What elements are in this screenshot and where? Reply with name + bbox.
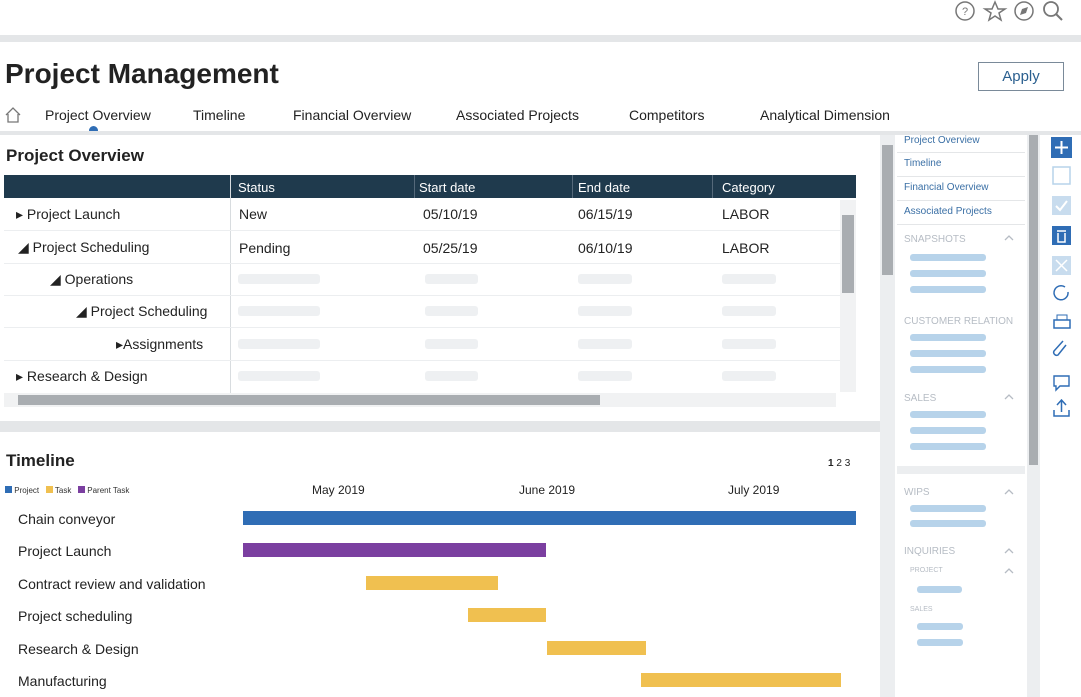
side-section[interactable]: INQUIRIES — [904, 546, 956, 557]
page-title: Project Management — [5, 58, 279, 89]
row-name: Project Scheduling — [90, 303, 208, 319]
tree-row[interactable]: ◢ Operations — [50, 271, 134, 287]
task-name: Contract review and validation — [18, 576, 206, 592]
separator — [0, 131, 1081, 135]
side-link[interactable]: Associated Projects — [904, 206, 992, 217]
legend-label: Parent Task — [87, 486, 130, 495]
row-name: Project Scheduling — [32, 239, 150, 255]
side-subsection[interactable]: SALES — [910, 606, 933, 613]
side-scrollbar[interactable] — [1027, 135, 1040, 697]
cell: 05/25/19 — [423, 240, 478, 256]
cell: 06/15/19 — [578, 206, 633, 222]
cell: New — [239, 206, 268, 222]
column-header: End date — [578, 180, 631, 195]
tree-row[interactable]: ▸ Research & Design — [16, 368, 148, 384]
section-title: Project Overview — [6, 146, 144, 165]
section-title: Timeline — [6, 451, 75, 470]
side-section[interactable]: WIPS — [904, 487, 930, 498]
toolbar[interactable] — [1050, 136, 1076, 426]
gantt-bar[interactable] — [547, 641, 646, 655]
tab[interactable]: Financial Overview — [293, 107, 412, 123]
pagination[interactable]: 1 2 3 — [828, 458, 850, 469]
svg-text:?: ? — [962, 6, 968, 18]
tab[interactable]: Timeline — [193, 107, 246, 123]
month-label: May 2019 — [312, 483, 365, 497]
cell: LABOR — [722, 206, 770, 222]
tab[interactable]: Associated Projects — [456, 107, 579, 123]
v-scrollbar[interactable] — [840, 200, 856, 392]
side-section[interactable]: CUSTOMER RELATION — [904, 316, 1014, 327]
gantt-bar[interactable] — [366, 576, 498, 590]
cell: 06/10/19 — [578, 240, 633, 256]
cell: LABOR — [722, 240, 770, 256]
legend: Project Task Parent Task — [5, 486, 129, 495]
side-link[interactable]: Financial Overview — [904, 182, 989, 193]
top-bar — [0, 0, 1081, 35]
gantt-bar[interactable] — [468, 608, 546, 622]
page[interactable]: 3 — [844, 458, 851, 469]
main-scrollbar[interactable] — [880, 135, 895, 697]
separator — [0, 35, 1081, 42]
tree-row[interactable]: ◢ Project Scheduling — [76, 303, 208, 319]
task-name: Manufacturing — [18, 673, 107, 689]
col-divider — [230, 175, 231, 393]
active-tab-dot — [89, 126, 98, 135]
col-divider — [414, 175, 415, 198]
task-name: Research & Design — [18, 641, 139, 657]
cell: Pending — [239, 240, 291, 256]
tab[interactable]: Project Overview — [45, 107, 151, 123]
row-name: Operations — [64, 271, 134, 287]
separator — [897, 466, 1025, 474]
row-name: Project Launch — [26, 206, 121, 222]
gantt-bar[interactable] — [243, 511, 856, 525]
tree-row[interactable]: ◢ Project Scheduling — [18, 239, 150, 255]
side-subsection[interactable]: PROJECT — [910, 567, 943, 574]
tree-row[interactable]: ▸Assignments — [116, 336, 204, 352]
page[interactable]: 2 — [836, 458, 842, 469]
tab[interactable]: Analytical Dimension — [760, 107, 890, 123]
side-link[interactable]: Timeline — [904, 158, 942, 169]
task-name: Project Launch — [18, 543, 112, 559]
page[interactable]: 1 — [828, 458, 834, 469]
table-header — [4, 175, 856, 198]
collapse-carets[interactable] — [1002, 230, 1016, 580]
column-header: Start date — [419, 180, 476, 195]
gantt-bar[interactable] — [243, 543, 546, 557]
h-scrollbar[interactable] — [4, 393, 836, 407]
side-section[interactable]: SALES — [904, 393, 937, 404]
side-link[interactable]: Project Overview — [904, 135, 980, 146]
month-label: July 2019 — [728, 483, 780, 497]
cell: 05/10/19 — [423, 206, 478, 222]
side-section[interactable]: SNAPSHOTS — [904, 234, 966, 245]
gantt-bar[interactable] — [641, 673, 841, 687]
col-divider — [572, 175, 573, 198]
task-name: Chain conveyor — [18, 511, 116, 527]
column-header: Status — [238, 180, 275, 195]
legend-label: Task — [54, 486, 72, 495]
row-name: Assignments — [123, 336, 204, 352]
tree-row[interactable]: ▸ Project Launch — [16, 206, 121, 222]
row-name: Research & Design — [26, 368, 148, 384]
top-icons[interactable]: ? — [950, 0, 1070, 24]
apply-button[interactable]: Apply — [978, 62, 1064, 91]
legend-label: Project — [14, 486, 40, 495]
task-name: Project scheduling — [18, 608, 133, 624]
column-header: Category — [722, 180, 775, 195]
tab[interactable]: Competitors — [629, 107, 705, 123]
separator — [0, 421, 880, 432]
month-label: June 2019 — [519, 483, 576, 497]
home-icon[interactable] — [4, 106, 22, 124]
col-divider — [712, 175, 713, 198]
